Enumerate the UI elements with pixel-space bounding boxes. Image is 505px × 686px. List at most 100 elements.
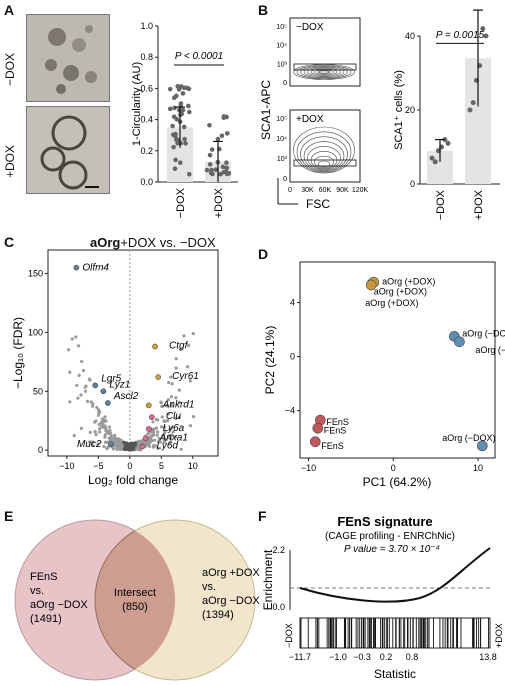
background-gene-point bbox=[140, 439, 144, 443]
pca-point-label: aOrg (−DOX) bbox=[475, 345, 505, 355]
background-gene-point bbox=[81, 368, 86, 373]
background-gene-point bbox=[167, 380, 171, 385]
background-gene-point bbox=[94, 433, 98, 437]
venn-overlap bbox=[94, 520, 175, 680]
pca-point bbox=[454, 336, 465, 348]
background-gene-point bbox=[77, 373, 81, 377]
data-point bbox=[186, 86, 192, 92]
p-value-label: P = 0.0015 bbox=[436, 30, 485, 41]
flow-y-tick-label: 10⁵ bbox=[276, 116, 287, 123]
flow-y-axis-label: SCA1-APC bbox=[259, 80, 273, 140]
background-gene-point bbox=[103, 415, 107, 419]
panel-letter-b: B bbox=[258, 2, 269, 18]
background-gene-point bbox=[104, 426, 108, 431]
data-point bbox=[219, 133, 225, 139]
venn-center-label: Intersect bbox=[114, 587, 156, 599]
background-gene-point bbox=[119, 438, 123, 442]
flow-y-tick-label: 0 bbox=[283, 176, 287, 183]
gene-label: Lyz1 bbox=[109, 379, 130, 390]
labeled-gene-point bbox=[139, 443, 146, 450]
background-gene-point bbox=[169, 404, 174, 408]
data-point bbox=[224, 165, 229, 171]
background-gene-point bbox=[154, 426, 159, 430]
background-gene-point bbox=[80, 359, 84, 364]
venn-left-label: vs. bbox=[30, 585, 44, 597]
background-gene-point bbox=[79, 426, 84, 430]
background-gene-point bbox=[187, 343, 191, 348]
background-gene-point bbox=[152, 443, 156, 448]
labeled-gene-point bbox=[92, 382, 99, 389]
labeled-gene-point bbox=[142, 435, 149, 442]
contour-line bbox=[300, 66, 348, 79]
y-axis-label: SCA1⁺ cells (%) bbox=[393, 70, 405, 150]
background-gene-point bbox=[96, 413, 101, 417]
contour-line bbox=[293, 64, 355, 80]
data-point bbox=[213, 167, 219, 173]
background-gene-point bbox=[169, 395, 174, 399]
panel-letter-f: F bbox=[258, 508, 267, 524]
x-tick-label: 0.2 bbox=[380, 652, 393, 662]
y-tick-label: 0.0 bbox=[272, 602, 285, 612]
background-gene-point bbox=[182, 334, 186, 338]
background-gene-point bbox=[136, 440, 140, 444]
background-gene-point bbox=[177, 415, 181, 420]
gene-label: Olfm4 bbox=[82, 263, 109, 274]
background-gene-point bbox=[169, 401, 174, 405]
data-point bbox=[207, 162, 213, 167]
background-gene-point bbox=[153, 438, 157, 442]
data-point bbox=[432, 159, 438, 165]
data-point bbox=[187, 109, 192, 115]
background-gene-point bbox=[115, 444, 120, 448]
background-gene-point bbox=[147, 431, 151, 435]
background-gene-point bbox=[103, 424, 107, 428]
background-gene-point bbox=[97, 427, 102, 431]
background-gene-point bbox=[170, 425, 174, 429]
data-point bbox=[172, 166, 178, 172]
background-gene-point bbox=[168, 441, 172, 445]
background-gene-point bbox=[95, 405, 99, 410]
data-point bbox=[223, 169, 229, 175]
x-tick-label: 0.8 bbox=[406, 652, 419, 662]
x-tick-label: −11.7 bbox=[289, 652, 311, 662]
background-gene-point bbox=[79, 393, 83, 397]
background-gene-point bbox=[148, 440, 152, 444]
background-gene-point bbox=[162, 437, 166, 441]
y-tick-label: 0.0 bbox=[140, 177, 153, 187]
pca-point-label: aOrg (−DOX) bbox=[442, 433, 495, 443]
contour-line bbox=[314, 155, 334, 169]
gene-label: Ly6d bbox=[156, 441, 178, 452]
y-tick-label: 2.2 bbox=[272, 545, 285, 555]
venn-center-label: (850) bbox=[122, 601, 148, 613]
flow-x-tick-label: 30K bbox=[301, 187, 314, 194]
y-tick-label: 0 bbox=[38, 445, 43, 455]
pca-point-label: aOrg (+DOX) bbox=[374, 286, 427, 296]
microscopy-image-plus-dox bbox=[26, 106, 110, 194]
data-point bbox=[180, 107, 186, 113]
background-gene-point bbox=[108, 438, 112, 443]
enrichment-pvalue: P value = 3.70 × 10⁻⁴ bbox=[344, 544, 440, 555]
p-value-label: P < 0.0001 bbox=[175, 51, 223, 62]
background-gene-point bbox=[102, 444, 106, 449]
venn-right-label: (1394) bbox=[202, 609, 234, 621]
flow-x-tick-label: 90K bbox=[336, 187, 349, 194]
background-gene-point bbox=[124, 447, 128, 452]
enrichment-title: FEnS signature bbox=[337, 514, 432, 529]
y-tick-label: 50 bbox=[33, 386, 43, 396]
gene-label: Ascl2 bbox=[113, 391, 139, 402]
background-gene-point bbox=[74, 335, 78, 339]
x-tick-label: 0 bbox=[391, 463, 396, 473]
contour-line bbox=[317, 160, 331, 168]
data-point bbox=[174, 116, 180, 122]
background-gene-point bbox=[163, 430, 167, 435]
background-gene-point bbox=[122, 440, 126, 444]
background-gene-point bbox=[88, 430, 92, 435]
background-gene-point bbox=[166, 398, 170, 402]
pca-point-label: FEnS bbox=[321, 441, 344, 451]
pca-point-label: aOrg (+DOX) bbox=[382, 277, 435, 287]
pca-point bbox=[365, 279, 377, 291]
background-gene-point bbox=[133, 441, 137, 445]
background-gene-point bbox=[70, 337, 74, 341]
background-gene-point bbox=[118, 441, 122, 445]
